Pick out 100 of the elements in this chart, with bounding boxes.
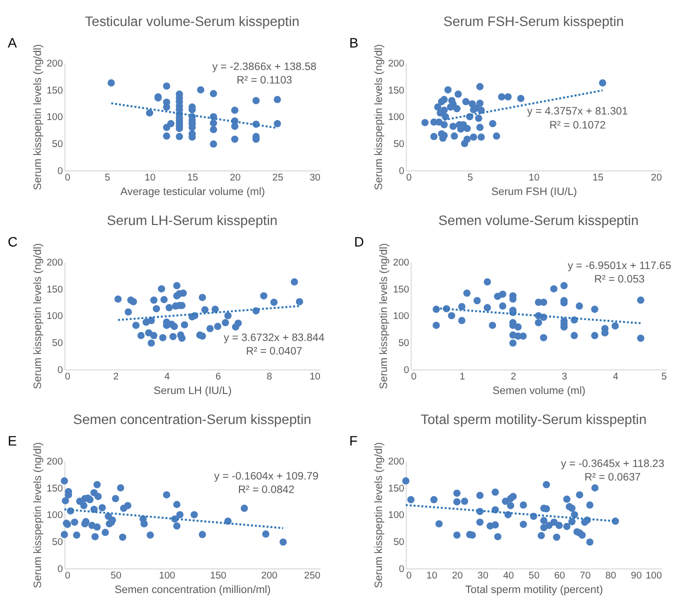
annotation: y = -0.1604x + 109.79 — [214, 470, 318, 483]
y-tick-label: 150 — [388, 85, 405, 96]
x-tick-label: 15 — [592, 172, 604, 184]
annotation: y = -6.9501x + 117.65 — [568, 260, 672, 272]
y-axis-title: Serum kisspeptin levels (ng/dl) — [373, 442, 386, 588]
x-tick-label: 50 — [110, 570, 122, 582]
x-tick-label: 20 — [651, 172, 662, 184]
text: B — [349, 35, 358, 50]
y-tick-label: 200 — [46, 58, 64, 70]
x-tick-label: 50 — [528, 570, 540, 582]
y-tick-label: 200 — [388, 456, 405, 468]
x-tick-label: 5 — [467, 172, 474, 184]
y-tick-label: 50 — [52, 138, 64, 150]
x-tick-label: 0 — [411, 372, 418, 383]
x-tick-label: 15 — [187, 172, 199, 184]
y-tick-label: 100 — [46, 311, 64, 322]
chart-title: Testicular volume-Serum kisspeptin — [84, 14, 300, 29]
annotation: y = -2.3866x + 138.58 — [212, 60, 317, 73]
annotation: y = 3.6732x + 83.844 — [224, 332, 325, 344]
text: C — [8, 234, 18, 250]
x-tick-label: 4 — [612, 372, 619, 383]
x-tick-label: 5 — [661, 372, 668, 383]
chart-title: Semen concentration-Serum kisspeptin — [73, 412, 312, 427]
x-tick-label: 3 — [562, 372, 568, 383]
x-tick-label: 4 — [164, 372, 170, 383]
x-tick-label: 200 — [261, 570, 278, 582]
y-tick-label: 200 — [46, 257, 64, 268]
x-tick-label: 20 — [230, 172, 242, 184]
y-tick-label: 0 — [398, 166, 405, 177]
x-axis-title: Semen volume (ml) — [492, 385, 586, 398]
x-tick-label: 40 — [503, 570, 515, 582]
y-tick-label: 200 — [388, 58, 405, 70]
y-tick-label: 0 — [57, 364, 64, 376]
x-tick-label: 70 — [580, 570, 592, 582]
annotation: y = 4.3757x + 81.301 — [527, 106, 628, 118]
y-axis-title: Serum kisspeptin levels (ng/dl) — [32, 442, 44, 588]
x-axis-title: Serum LH (IU/L) — [154, 385, 232, 398]
y-tick-label: 50 — [398, 338, 410, 349]
chart-title: Serum FSH-Serum kisspeptin — [443, 14, 624, 29]
x-tick-label: 25 — [272, 172, 284, 184]
y-tick-label: 100 — [46, 112, 64, 124]
y-tick-label: 50 — [393, 536, 405, 548]
chart-title: Semen volume-Serum kisspeptin — [438, 212, 639, 228]
x-tick-label: 10 — [426, 570, 438, 582]
y-axis-title: Serum kisspeptin levels (ng/dl) — [32, 44, 44, 190]
y-tick-label: 150 — [46, 483, 64, 494]
y-tick-label: 100 — [388, 510, 405, 522]
y-tick-label: 0 — [404, 364, 410, 376]
y-tick-label: 200 — [46, 456, 64, 468]
annotation: y = -0.3645x + 118.23 — [560, 458, 664, 470]
x-axis-title: Serum FSH (IU/L) — [491, 186, 577, 198]
chart-title: Total sperm motility-Serum kisspeptin — [420, 412, 647, 427]
annotation: R² = 0.053 — [594, 274, 645, 286]
x-tick-label: 10 — [310, 372, 322, 383]
y-tick-label: 100 — [46, 510, 64, 522]
y-tick-label: 50 — [52, 536, 64, 548]
x-tick-label: 5 — [104, 172, 111, 184]
x-tick-label: 0 — [64, 372, 71, 383]
x-tick-label: 60 — [554, 570, 566, 582]
x-axis-title: Semen concentration (million/ml) — [114, 584, 271, 596]
x-tick-label: 80 — [605, 570, 617, 582]
y-tick-label: 50 — [52, 338, 64, 349]
chart-title: Serum LH-Serum kisspeptin — [106, 212, 278, 228]
x-tick-label: 20 — [452, 570, 464, 582]
x-tick-label: 0 — [64, 570, 71, 582]
text: A — [8, 35, 18, 50]
y-tick-label: 50 — [393, 138, 405, 150]
y-tick-label: 0 — [57, 166, 64, 177]
x-tick-label: 100 — [158, 570, 176, 582]
x-axis-title: Average testicular volume (ml) — [120, 186, 265, 198]
y-tick-label: 0 — [398, 564, 405, 575]
y-tick-label: 150 — [392, 284, 410, 296]
annotation: R² = 0.0637 — [584, 472, 641, 484]
x-tick-label: 90 — [630, 570, 642, 582]
annotation: R² = 0.1072 — [549, 119, 606, 132]
x-tick-label: 150 — [210, 570, 227, 582]
y-tick-label: 100 — [392, 311, 410, 322]
annotation: R² = 0.0407 — [246, 346, 302, 358]
y-tick-label: 0 — [57, 564, 64, 575]
x-tick-label: 10 — [144, 172, 156, 184]
x-tick-label: 100 — [646, 570, 662, 582]
y-tick-label: 150 — [388, 483, 405, 494]
x-tick-label: 1 — [460, 372, 466, 383]
y-tick-label: 100 — [388, 112, 405, 124]
x-tick-label: 6 — [216, 372, 221, 383]
y-tick-label: 150 — [46, 284, 64, 296]
y-axis-title: Serum kisspeptin levels (ng/dl) — [32, 243, 44, 390]
y-tick-label: 200 — [392, 257, 410, 268]
x-tick-label: 2 — [510, 372, 516, 383]
y-axis-title: Serum kisspeptin levels (ng/dl) — [373, 44, 386, 190]
annotation: R² = 0.1103 — [236, 74, 292, 87]
text: F — [349, 433, 358, 448]
x-tick-label: 10 — [528, 172, 540, 184]
x-tick-label: 2 — [113, 372, 119, 383]
text: E — [8, 433, 17, 448]
y-tick-label: 150 — [46, 85, 64, 96]
text: D — [354, 234, 364, 250]
y-axis-title: Serum kisspeptin levels (ng/dl) — [378, 243, 390, 390]
x-tick-label: 0 — [64, 172, 71, 184]
x-axis-title: Total sperm motility (percent) — [465, 584, 603, 596]
